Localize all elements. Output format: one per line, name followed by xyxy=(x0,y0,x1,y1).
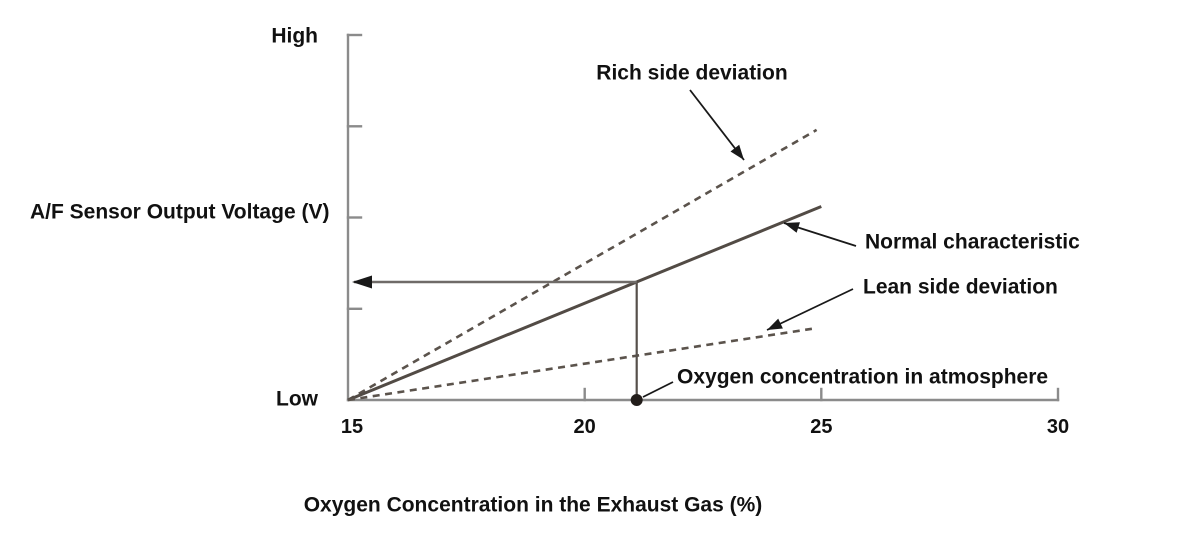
annotation-label-lean: Lean side deviation xyxy=(863,276,1058,299)
output-level-arrowhead xyxy=(352,275,372,289)
annotation-arrowhead-lean xyxy=(767,318,783,330)
y-axis-title: A/F Sensor Output Voltage (V) xyxy=(30,201,329,224)
x-tick-label-20: 20 xyxy=(574,416,596,438)
annotation-arrowhead-rich xyxy=(730,144,744,160)
series-line-lean xyxy=(347,327,813,402)
annotation-leader-atmosphere xyxy=(642,381,674,398)
x-tick-label-25: 25 xyxy=(810,416,832,438)
annotation-label-normal: Normal characteristic xyxy=(865,231,1080,254)
annotation-arrowhead-normal xyxy=(784,222,800,233)
y-axis-high-label: High xyxy=(271,25,318,48)
axes xyxy=(346,33,1060,402)
series-line-rich xyxy=(347,128,818,402)
x-tick-label-30: 30 xyxy=(1047,416,1069,438)
annotation-label-atmosphere: Oxygen concentration in atmosphere xyxy=(677,366,1048,389)
annotation-leader-lean xyxy=(766,288,854,331)
y-axis-low-label: Low xyxy=(276,388,319,411)
series-line-normal xyxy=(347,205,822,402)
atmosphere-marker-dot xyxy=(630,394,643,406)
annotation-label-rich: Rich side deviation xyxy=(596,62,787,85)
x-tick-label-15: 15 xyxy=(341,416,363,438)
x-axis-title: Oxygen Concentration in the Exhaust Gas … xyxy=(304,494,763,517)
